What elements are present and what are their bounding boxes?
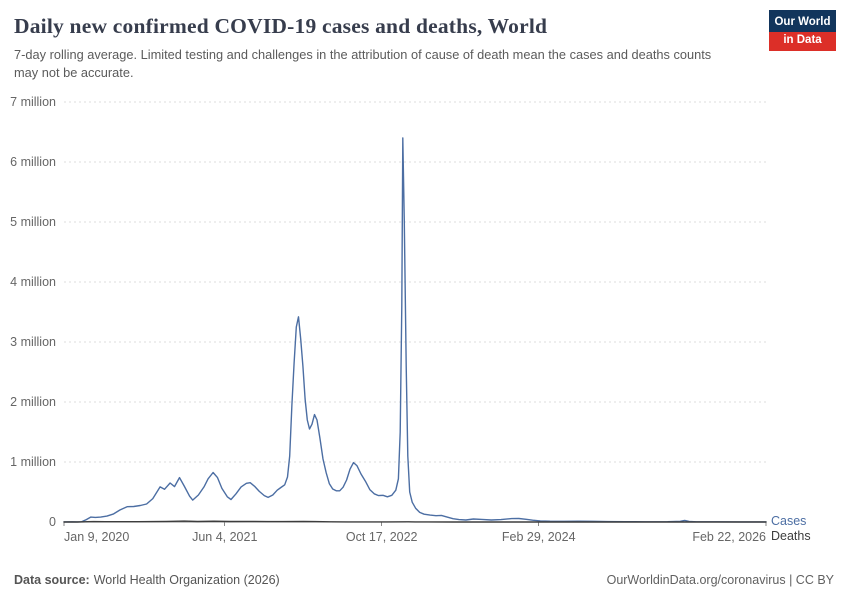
credit-link: OurWorldinData.org/coronavirus | CC BY — [606, 573, 834, 587]
x-tick-label: Jun 4, 2021 — [192, 530, 257, 544]
chart-canvas: 0 1 million 2 million 3 million 4 million 5 m… — [10, 95, 811, 544]
y-tick-label: 0 — [49, 515, 56, 529]
chart-footer: Data source: World Health Organization (2… — [0, 563, 850, 600]
x-tick-label: Feb 22, 2026 — [692, 530, 766, 544]
owid-logo-line1: Our World — [774, 16, 831, 28]
y-tick-label: 6 million — [10, 155, 56, 169]
y-tick-label: 3 million — [10, 335, 56, 349]
owid-logo: Our World in Data — [769, 10, 836, 52]
y-tick-label: 4 million — [10, 275, 56, 289]
series-label-cases: Cases — [771, 514, 806, 528]
x-tick-label: Oct 17, 2022 — [346, 530, 418, 544]
line-chart: 0 1 million 2 million 3 million 4 million 5 m… — [0, 84, 850, 561]
x-tick-label: Jan 9, 2020 — [64, 530, 129, 544]
y-tick-label: 5 million — [10, 215, 56, 229]
y-tick-label: 2 million — [10, 395, 56, 409]
chart-header: Daily new confirmed COVID-19 cases and d… — [0, 0, 850, 82]
data-source: Data source: World Health Organization (2… — [14, 573, 280, 587]
series-line-cases — [63, 137, 767, 523]
page-title: Daily new confirmed COVID-19 cases and d… — [14, 14, 548, 38]
x-tick-label: Feb 29, 2024 — [502, 530, 576, 544]
data-source-label: Data source: — [14, 573, 90, 587]
series-line-deaths — [63, 520, 767, 523]
chart-subtitle: 7-day rolling average. Limited testing a… — [14, 47, 712, 80]
y-tick-label: 7 million — [10, 95, 56, 109]
y-tick-label: 1 million — [10, 455, 56, 469]
data-source-value: World Health Organization (2026) — [93, 573, 280, 587]
series-label-deaths: Deaths — [771, 529, 811, 543]
owid-logo-line2: in Data — [769, 32, 836, 52]
